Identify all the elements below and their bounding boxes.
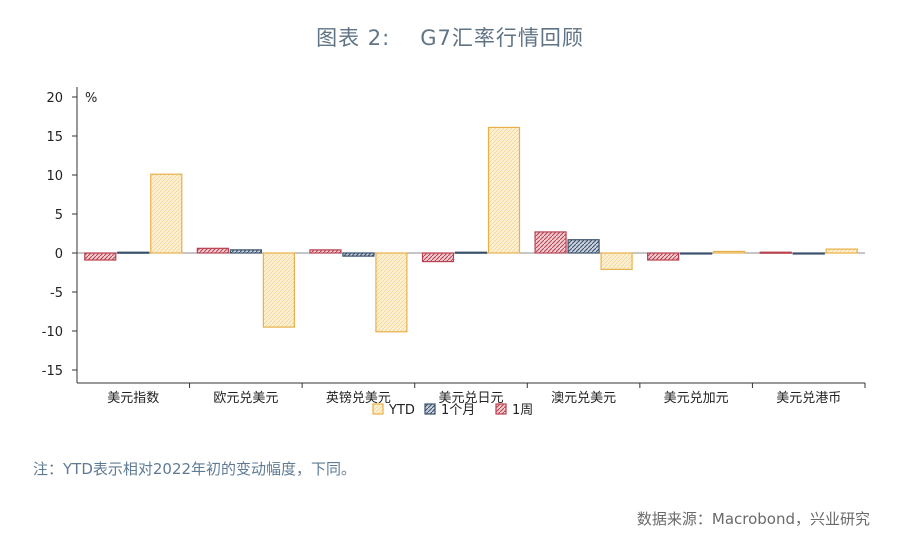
bar-1w bbox=[534, 231, 567, 254]
legend-swatch bbox=[495, 403, 507, 415]
bar-ytd bbox=[262, 252, 295, 328]
bar-1m bbox=[117, 251, 150, 254]
y-tick-label: -10 bbox=[42, 325, 63, 340]
x-category-label: 英镑兑美元 bbox=[326, 390, 391, 406]
y-tick-label: -15 bbox=[42, 364, 63, 379]
bar-1w bbox=[759, 251, 792, 254]
legend-swatch bbox=[372, 403, 384, 415]
x-category-label: 美元兑日元 bbox=[438, 391, 503, 406]
bar-ytd bbox=[150, 173, 183, 254]
bar-1w bbox=[196, 247, 229, 254]
bar-ytd bbox=[375, 252, 408, 333]
bar-ytd bbox=[713, 250, 746, 254]
y-tick-label: 5 bbox=[55, 208, 63, 223]
bar-1m bbox=[567, 239, 600, 254]
x-category-label: 美元兑港币 bbox=[776, 391, 841, 406]
data-source: 数据来源：Macrobond，兴业研究 bbox=[636, 510, 870, 528]
x-category-label: 澳元兑美元 bbox=[551, 390, 616, 406]
bar-ytd bbox=[825, 248, 858, 254]
bar-ytd bbox=[487, 126, 521, 254]
x-category-label: 美元兑加元 bbox=[664, 391, 729, 406]
x-category-label: 欧元兑美元 bbox=[213, 391, 278, 406]
chart-title: 图表 2: G7汇率行情回顾 bbox=[0, 22, 900, 52]
bar-1m bbox=[229, 249, 262, 254]
bar-1m bbox=[680, 252, 713, 255]
bar-chart: 20 15 10 5 0 -5 -10 -15% 美元指数 欧元兑美元 英镑兑美元 美元兑日元 澳元兑美… bbox=[42, 87, 866, 418]
bar-1m bbox=[454, 251, 488, 254]
y-tick-label: 15 bbox=[46, 130, 63, 145]
bar-1w bbox=[647, 252, 680, 261]
title-prefix: 图表 2: bbox=[316, 26, 391, 50]
y-tick-label: -5 bbox=[50, 286, 63, 301]
bar-1w bbox=[84, 252, 117, 261]
y-tick-label: 20 bbox=[46, 91, 63, 106]
y-tick-label: 10 bbox=[46, 169, 63, 184]
y-tick-label: 0 bbox=[55, 247, 63, 262]
bar-1m bbox=[792, 252, 825, 255]
bar-1m bbox=[342, 252, 375, 257]
title-main: G7汇率行情回顾 bbox=[420, 26, 584, 50]
footnote: 注：YTD表示相对2022年初的变动幅度，下同。 bbox=[33, 460, 357, 478]
legend-label: 1周 bbox=[512, 403, 533, 418]
legend-label: 1个月 bbox=[441, 403, 475, 418]
bar-1w bbox=[309, 249, 342, 254]
bar-1w bbox=[421, 252, 455, 263]
legend-swatch bbox=[424, 403, 436, 415]
y-unit-label: % bbox=[85, 91, 97, 106]
legend-label: YTD bbox=[388, 403, 415, 418]
bar-ytd bbox=[600, 252, 633, 270]
x-category-label: 美元指数 bbox=[107, 391, 159, 406]
